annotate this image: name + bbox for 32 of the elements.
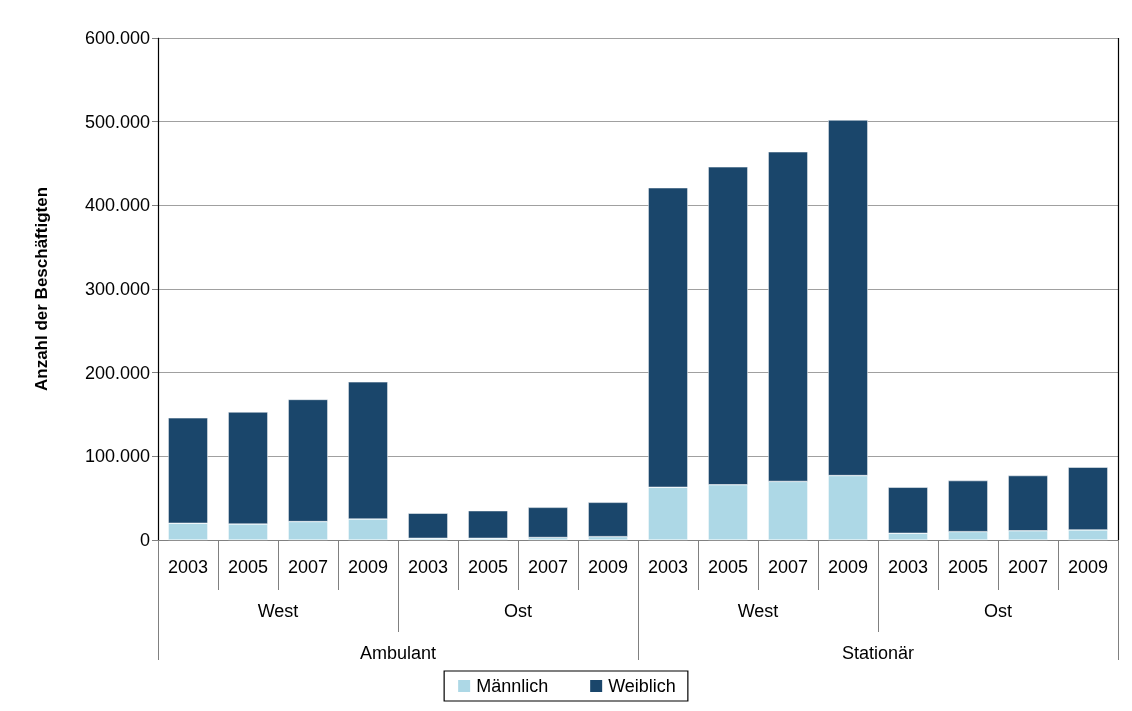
x-tick-label: 2009 (1067, 557, 1109, 577)
x-tick-label: 2009 (827, 557, 869, 577)
x-tick-label: 2007 (1007, 557, 1049, 577)
x-tick-label: 2007 (287, 557, 329, 577)
text: Ost (503, 601, 533, 621)
x-tick-label: 2005 (467, 557, 509, 577)
y-tick-label: 300.000 (84, 279, 150, 299)
text: Stationär (841, 643, 915, 663)
legend-label: Männlich (476, 676, 549, 696)
text: Ambulant (359, 643, 437, 663)
y-tick-label: 0 (139, 530, 150, 550)
text: West (737, 601, 779, 621)
x-tick-label: 2005 (707, 557, 749, 577)
x-tick-label: 2007 (527, 557, 569, 577)
x-tick-label: 2005 (227, 557, 269, 577)
y-axis-title: Anzahl der Beschäftigten (32, 186, 51, 392)
legend-label: Weiblich (608, 676, 676, 696)
y-tick-label: 600.000 (84, 28, 150, 48)
x-tick-label: 2005 (947, 557, 989, 577)
y-tick-label: 500.000 (84, 111, 150, 132)
x-tick-label: 2003 (647, 557, 689, 577)
x-tick-label: 2003 (887, 557, 929, 577)
y-tick-label: 100.000 (84, 446, 150, 467)
x-tick-label: 2003 (407, 557, 449, 577)
x-tick-label: 2007 (767, 557, 809, 577)
x-tick-label: 2009 (347, 557, 389, 577)
x-tick-label: 2003 (167, 557, 209, 577)
x-tick-label: 2009 (587, 557, 629, 577)
y-tick-label: 400.000 (84, 195, 150, 216)
text: West (257, 601, 299, 621)
text: Ost (983, 601, 1013, 621)
y-tick-label: 200.000 (84, 362, 150, 383)
